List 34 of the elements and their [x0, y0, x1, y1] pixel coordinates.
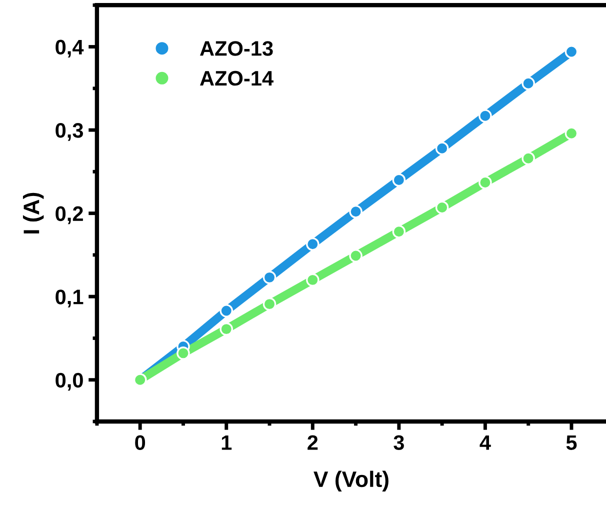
point	[349, 249, 362, 262]
point	[435, 200, 449, 214]
point	[262, 270, 276, 284]
y-tick-label: 0,4	[56, 40, 84, 58]
legend-label: AZO-13	[200, 41, 273, 56]
point	[262, 297, 276, 311]
x-tick-label: 1	[222, 435, 232, 450]
y-tick-label: 0,0	[56, 372, 83, 391]
point	[522, 152, 535, 165]
x-tick-label: 0	[135, 435, 146, 450]
x-tick-label: 5	[566, 435, 577, 450]
y-tick-label: 0,2	[56, 206, 83, 224]
y-tick-label: 0,1	[56, 290, 84, 308]
point	[392, 173, 406, 187]
point	[349, 205, 362, 218]
point	[220, 304, 234, 318]
point	[564, 126, 578, 140]
point	[478, 176, 492, 190]
point	[176, 346, 190, 360]
legend-label: AZO-14	[200, 70, 274, 86]
point	[435, 142, 449, 156]
x-tick-label: 3	[394, 435, 404, 450]
y-tick-label: 0,3	[56, 123, 84, 141]
point	[220, 322, 234, 336]
point	[392, 224, 406, 238]
x-axis-title: V (Volt)	[314, 470, 388, 492]
point	[306, 273, 320, 287]
point	[564, 45, 578, 58]
point	[306, 237, 320, 251]
point	[522, 76, 535, 90]
x-tick-label: 2	[308, 435, 318, 450]
point	[478, 109, 492, 123]
y-axis-title: I (A)	[22, 192, 44, 234]
x-tick-label: 4	[480, 435, 491, 450]
